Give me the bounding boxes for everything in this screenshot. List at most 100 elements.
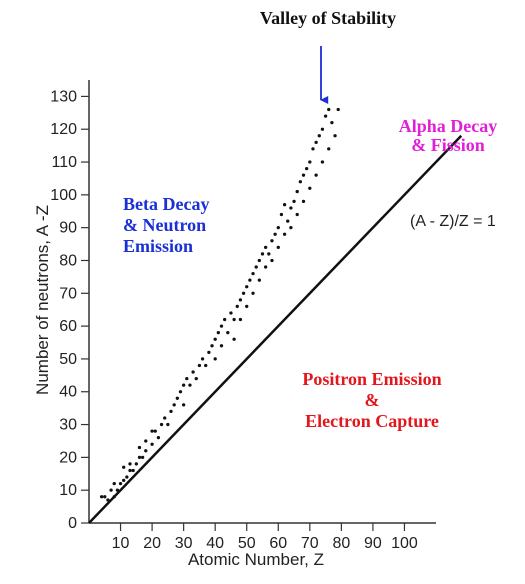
data-point (301, 199, 306, 204)
data-point (213, 357, 217, 361)
data-point (314, 173, 318, 177)
data-point (216, 331, 220, 335)
annotation-line: Positron Emission (302, 369, 441, 389)
data-point (137, 455, 142, 460)
data-point (213, 337, 217, 341)
data-point (298, 180, 303, 184)
y-tick-label: 130 (50, 88, 77, 105)
data-point (204, 363, 208, 368)
data-point (320, 127, 325, 131)
x-tick-label: 100 (391, 535, 418, 552)
y-tick-label: 110 (51, 154, 77, 171)
annotation-line: Electron Capture (305, 411, 439, 431)
x-tick-label: 30 (175, 535, 193, 552)
reference-line-label: (A - Z)/Z = 1 (410, 213, 496, 230)
data-point (232, 337, 236, 341)
data-point (276, 245, 280, 250)
axes: 0 10 20 30 40 50 60 70 80 90 100 110 120 130 10 20 30 40 5… (50, 80, 436, 552)
data-point (245, 304, 249, 309)
data-point (197, 363, 202, 368)
alpha-decay-annotation: Alpha Decay & Fission (399, 116, 498, 155)
data-point (251, 271, 255, 276)
data-point (301, 173, 306, 177)
positron-emission-annotation: Positron Emission & Electron Capture (302, 369, 441, 431)
data-point (156, 436, 161, 440)
data-point (333, 134, 337, 138)
data-point (222, 317, 227, 322)
annotation-line: Beta Decay (123, 194, 209, 214)
annotation-line: & (365, 390, 380, 410)
data-point (295, 212, 299, 217)
y-tick-label: 60 (59, 318, 77, 335)
x-tick-label: 80 (332, 535, 350, 552)
data-point (181, 383, 186, 387)
y-tick-label: 80 (59, 252, 77, 269)
data-point (320, 160, 325, 164)
data-point (109, 488, 113, 492)
data-point (210, 344, 214, 348)
data-point (122, 465, 126, 469)
chart-title: Valley of Stability (260, 8, 396, 28)
data-point (264, 265, 268, 269)
y-tick-label: 90 (59, 220, 77, 237)
data-point (270, 239, 274, 243)
data-point (134, 462, 138, 466)
y-tick-label: 10 (59, 482, 77, 499)
y-axis-title: Number of neutrons, A -Z (33, 205, 52, 395)
data-point (308, 186, 312, 190)
data-point (191, 370, 195, 374)
data-point (137, 445, 142, 450)
data-point (336, 107, 340, 112)
data-point (226, 331, 230, 335)
data-point (103, 495, 107, 499)
data-point (241, 291, 246, 295)
data-point (238, 317, 243, 322)
data-point (248, 278, 252, 282)
annotation-line: Emission (123, 236, 193, 256)
reference-line-group (88, 134, 463, 524)
data-point (279, 212, 284, 217)
data-point (257, 258, 261, 263)
data-point (314, 140, 318, 144)
data-point (194, 376, 198, 381)
data-point (112, 481, 116, 486)
data-point (112, 495, 116, 499)
x-tick-label: 90 (364, 535, 382, 552)
x-tick-label: 50 (238, 535, 256, 552)
data-point (118, 481, 123, 486)
x-tick-label: 40 (206, 535, 224, 552)
data-point (144, 449, 148, 453)
data-point (188, 383, 192, 387)
data-point (144, 439, 148, 443)
data-point (282, 232, 287, 236)
data-point (305, 166, 309, 171)
x-axis-title: Atomic Number, Z (188, 550, 324, 569)
annotation-line: Alpha Decay (399, 116, 498, 136)
annotation-line: & Fission (411, 135, 485, 155)
data-point (264, 245, 268, 250)
data-point (245, 285, 249, 289)
data-point (153, 429, 157, 433)
y-tick-label: 70 (59, 285, 77, 302)
data-point (200, 357, 205, 361)
y-tick-label: 40 (59, 384, 77, 401)
data-point (115, 488, 120, 492)
data-point (207, 350, 211, 355)
data-point (254, 265, 258, 269)
data-point (178, 390, 183, 394)
data-point (150, 429, 154, 433)
data-point (282, 203, 287, 207)
data-point (276, 226, 280, 230)
y-tick-label: 120 (50, 121, 77, 138)
data-point (311, 147, 315, 151)
data-point (257, 278, 261, 282)
data-point (159, 422, 164, 427)
reference-line (88, 134, 463, 524)
data-point (238, 298, 243, 302)
data-point (295, 189, 299, 194)
data-point (106, 498, 110, 502)
data-point (125, 475, 129, 479)
x-tick-label: 60 (269, 535, 287, 552)
data-point (163, 416, 167, 420)
